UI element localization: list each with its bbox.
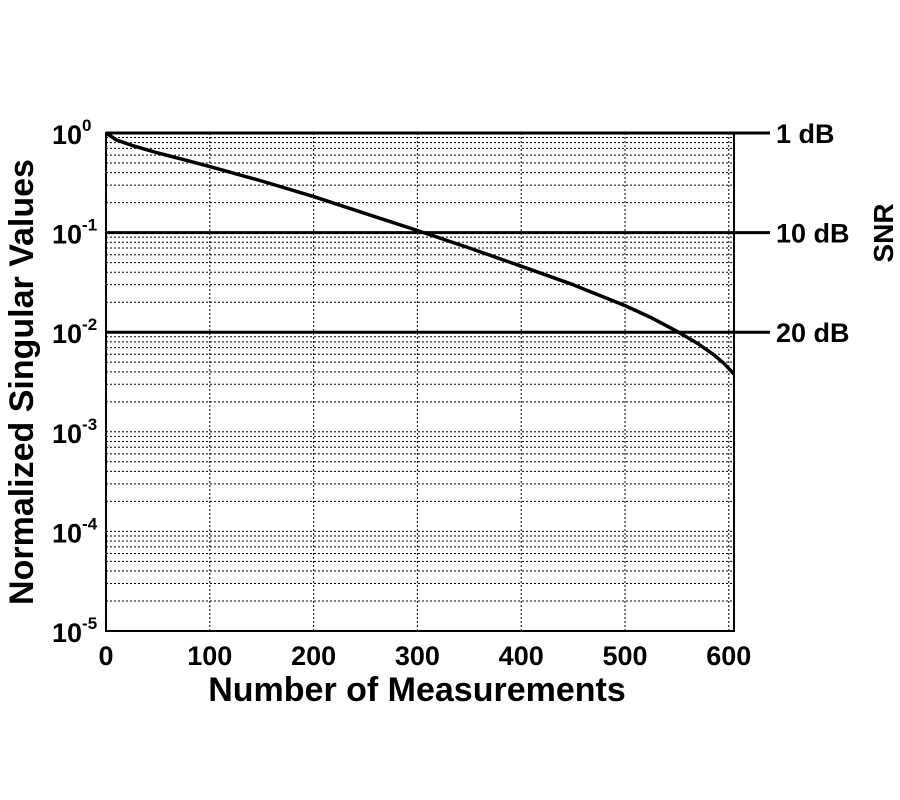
y-tick-labels: 100 10-1 10-2 10-3 10-4 10-5 — [52, 116, 98, 648]
snr-reference-label: 10 dB — [776, 219, 850, 249]
snr-reference-label: 20 dB — [776, 318, 850, 348]
x-tick-label: 200 — [291, 641, 336, 671]
plot-frame — [105, 132, 735, 632]
y-tick-label: 100 — [52, 116, 92, 150]
reference-labels: 1 dB 10 dB 20 dB — [776, 119, 850, 348]
data-series — [105, 131, 736, 376]
snr-reference-label: 1 dB — [776, 119, 835, 149]
x-tick-label: 300 — [395, 641, 440, 671]
series-line — [105, 131, 736, 376]
x-tick-label: 500 — [602, 641, 647, 671]
x-tick-labels: 0 100 200 300 400 500 600 — [98, 641, 751, 671]
y-tick-label: 10-4 — [52, 514, 98, 548]
y-tick-label: 10-3 — [52, 415, 97, 449]
y-axis-title: Normalized Singular Values — [3, 159, 41, 605]
x-tick-label: 0 — [98, 641, 113, 671]
x-axis-title: Number of Measurements — [208, 671, 626, 709]
y-tick-label: 10-2 — [52, 315, 97, 349]
x-tick-label: 600 — [706, 641, 751, 671]
snr-axis-title: SNR — [868, 203, 899, 262]
y-tick-label: 10-1 — [52, 216, 97, 250]
x-tick-label: 400 — [499, 641, 544, 671]
x-tick-label: 100 — [187, 641, 232, 671]
y-tick-label: 10-5 — [52, 614, 97, 648]
grid — [106, 133, 734, 631]
